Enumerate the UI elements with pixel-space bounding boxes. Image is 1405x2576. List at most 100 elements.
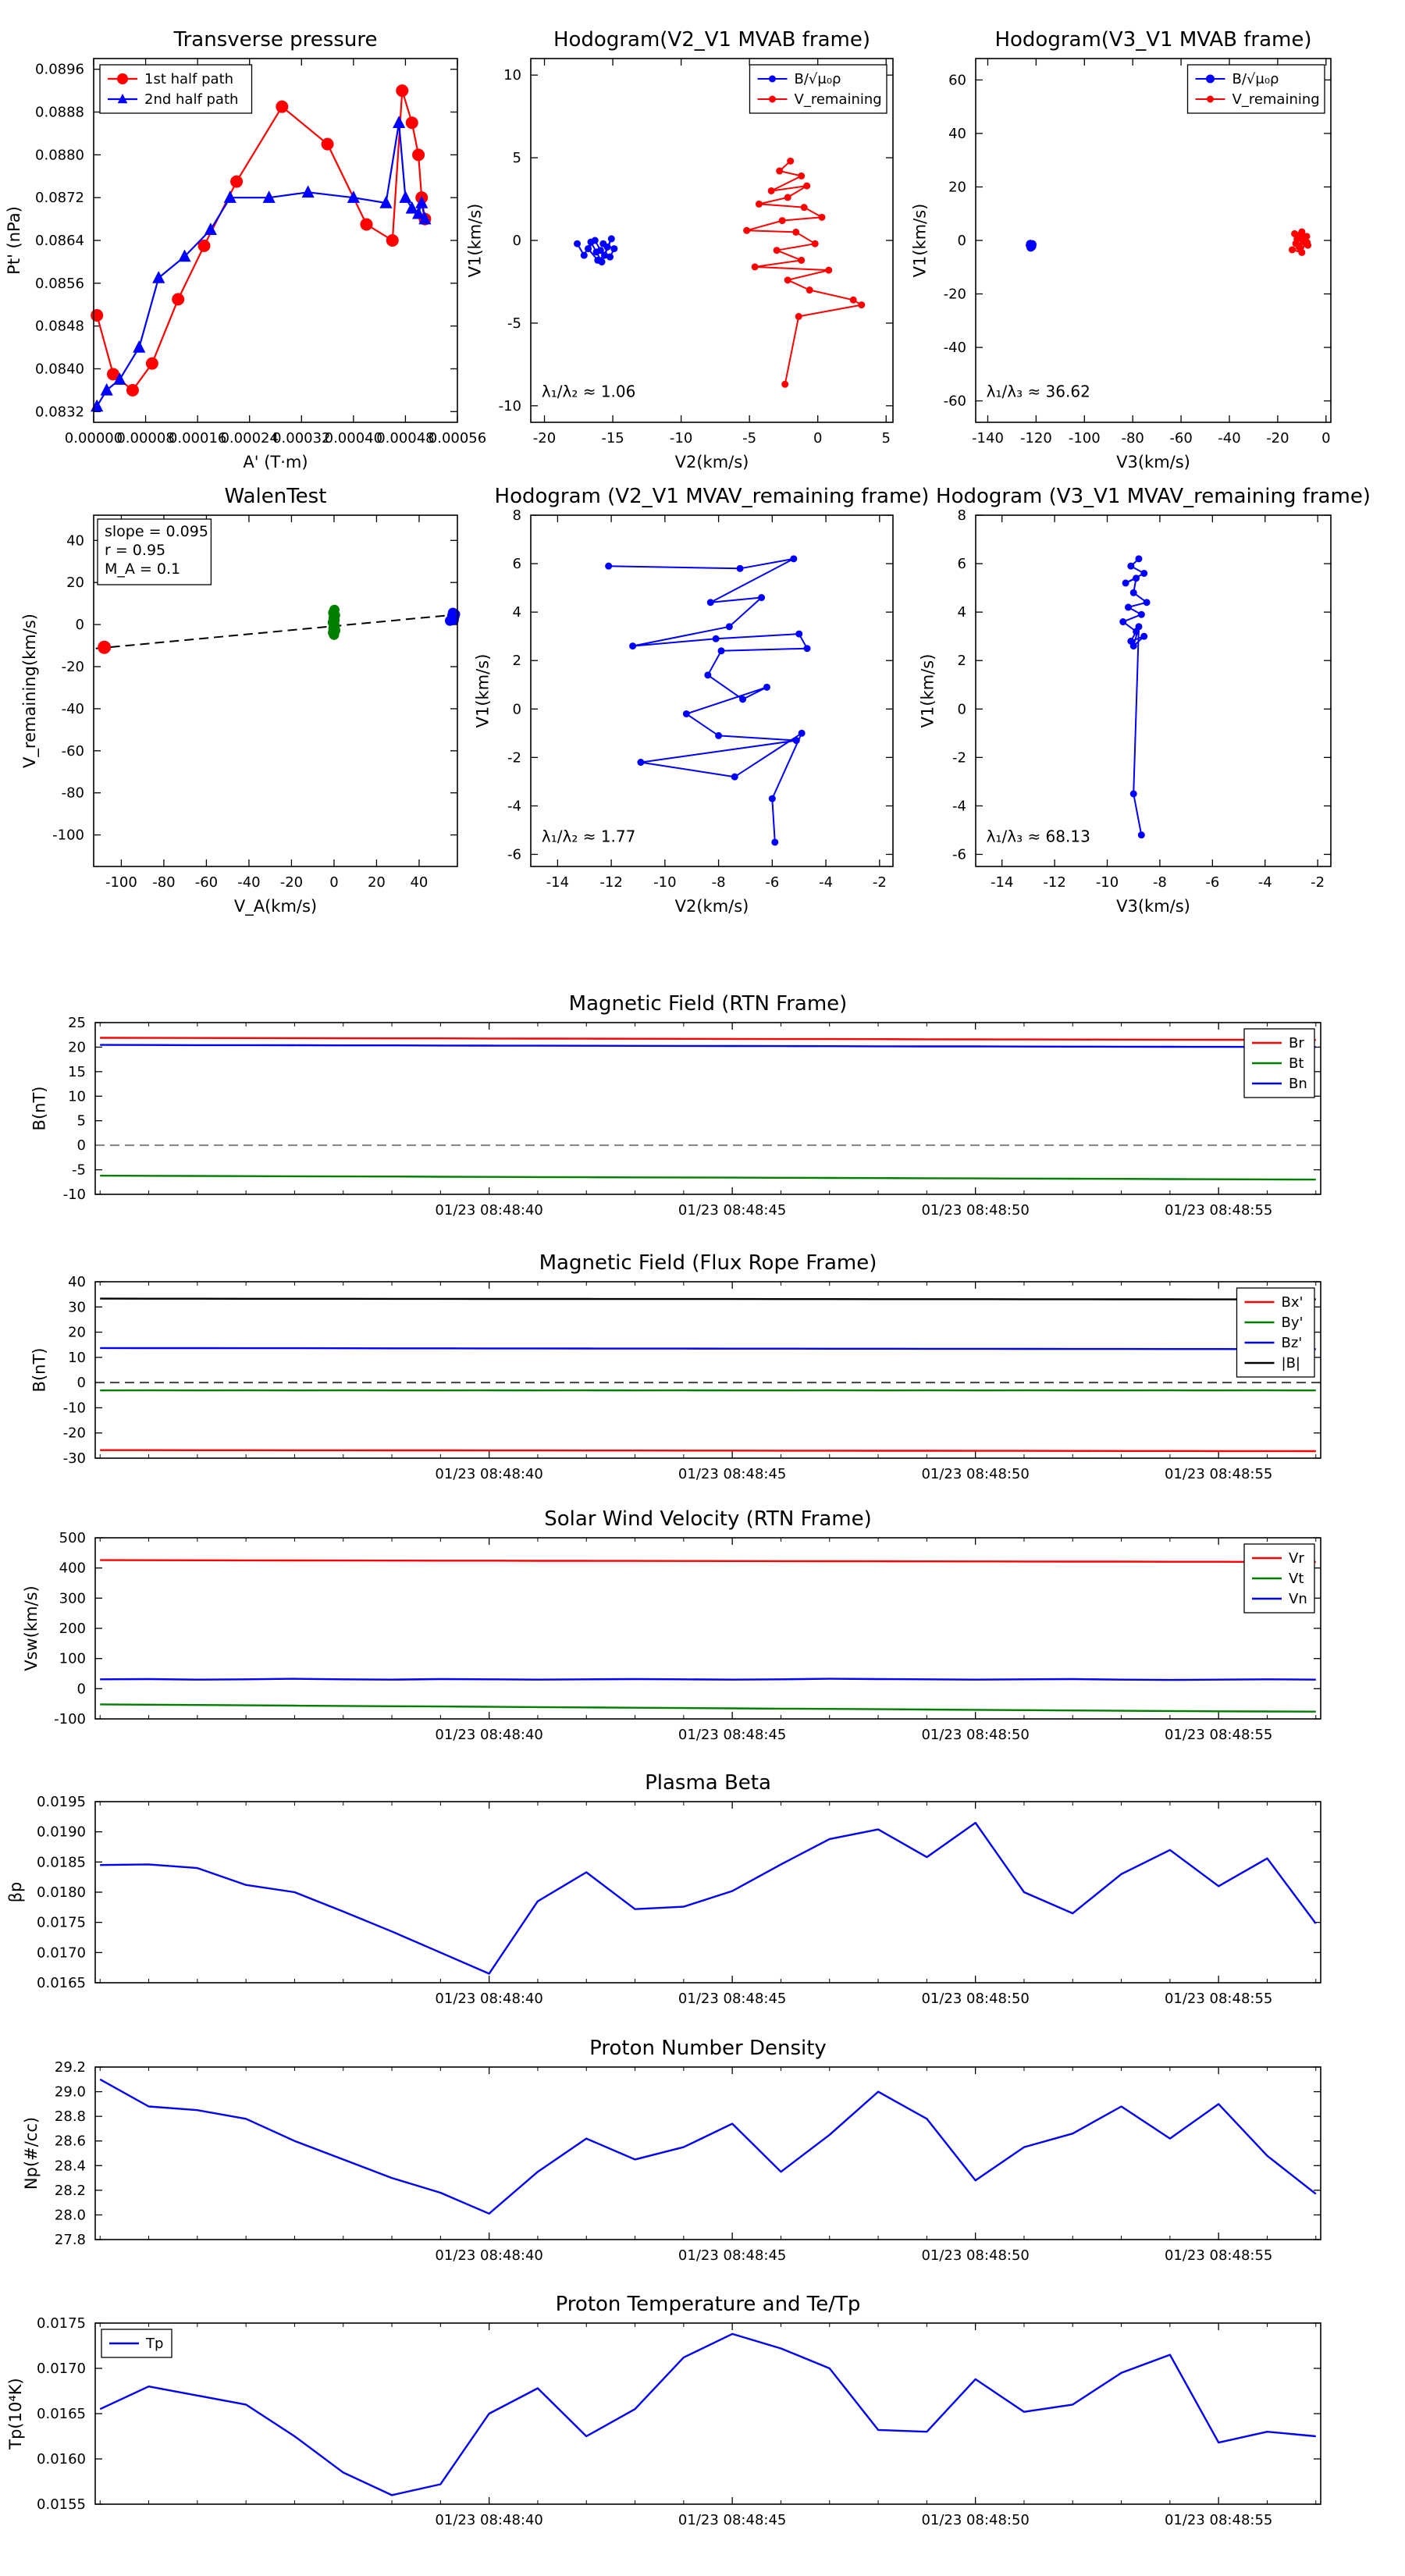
- svg-text:-60: -60: [195, 874, 218, 891]
- svg-text:20: 20: [368, 874, 386, 891]
- svg-text:-10: -10: [670, 430, 692, 447]
- svg-text:20: 20: [68, 1325, 86, 1341]
- svg-text:0.0165: 0.0165: [37, 1975, 86, 1991]
- svg-text:0.0880: 0.0880: [35, 147, 84, 163]
- svg-text:Hodogram (V3_V1 MVAV_remaining: Hodogram (V3_V1 MVAV_remaining frame): [936, 485, 1371, 508]
- svg-text:01/23 08:48:40: 01/23 08:48:40: [435, 1727, 542, 1743]
- svg-text:-80: -80: [62, 785, 84, 802]
- hodogram-v3v1-mvav-plot: -14 -12 -10 -8 -6 -4 -2 -6 -4 -2 0 2 4 6 8 Hodogram (V3…: [919, 485, 1371, 916]
- svg-text:01/23 08:48:55: 01/23 08:48:55: [1165, 1991, 1272, 2007]
- svg-text:-20: -20: [63, 1425, 86, 1442]
- svg-text:Proton Number Density: Proton Number Density: [589, 2037, 827, 2060]
- svg-text:Proton Temperature and Te/Tp: Proton Temperature and Te/Tp: [556, 2293, 861, 2316]
- svg-text:-40: -40: [944, 340, 966, 356]
- svg-text:01/23 08:48:45: 01/23 08:48:45: [678, 1991, 786, 2007]
- svg-text:B/√μ₀ρ: B/√μ₀ρ: [795, 71, 841, 87]
- svg-text:0: 0: [1321, 430, 1330, 447]
- svg-text:40: 40: [410, 874, 428, 891]
- svg-text:V2(km/s): V2(km/s): [675, 897, 749, 916]
- svg-text:-100: -100: [54, 1711, 86, 1727]
- svg-text:0: 0: [513, 233, 521, 249]
- svg-text:-10: -10: [1096, 874, 1119, 891]
- svg-text:-30: -30: [63, 1450, 86, 1467]
- svg-text:20: 20: [66, 575, 84, 591]
- svg-text:01/23 08:48:50: 01/23 08:48:50: [921, 2512, 1029, 2528]
- svg-text:0.0888: 0.0888: [35, 105, 84, 121]
- solar-wind-velocity-plot: 01/23 08:48:40 01/23 08:48:45 01/23 08:48:…: [22, 1507, 1321, 1743]
- svg-text:01/23 08:48:40: 01/23 08:48:40: [435, 1202, 542, 1219]
- svg-text:Magnetic Field (Flux Rope Fram: Magnetic Field (Flux Rope Frame): [539, 1251, 877, 1275]
- hodogram-v3v1-mvab-svg: -140 -120 -100 -80 -60 -40 -20 0 -60 -40 -20 0 20 40 6…: [910, 28, 1332, 471]
- svg-text:15: 15: [68, 1064, 86, 1080]
- transverse-pressure-plot: 0.00000 0.00008 0.00016 0.00024 0.00032 0.000…: [5, 28, 486, 471]
- svg-text:-4: -4: [952, 798, 966, 814]
- svg-text:-40: -40: [1218, 430, 1240, 447]
- svg-text:-4: -4: [1258, 874, 1272, 891]
- transverse-pressure-svg: 0.000000.000080.000160.000240.000320.000…: [5, 28, 486, 471]
- svg-text:27.8: 27.8: [55, 2232, 86, 2248]
- svg-text:-12: -12: [1043, 874, 1065, 891]
- svg-text:-2: -2: [1311, 874, 1325, 891]
- svg-text:Hodogram (V2_V1 MVAV_remaining: Hodogram (V2_V1 MVAV_remaining frame): [495, 485, 930, 508]
- svg-text:-100: -100: [105, 874, 137, 891]
- svg-text:Hodogram(V2_V1 MVAB frame): Hodogram(V2_V1 MVAB frame): [553, 28, 870, 52]
- svg-text:0: 0: [958, 233, 966, 249]
- svg-text:V1(km/s): V1(km/s): [919, 654, 937, 728]
- svg-text:-4: -4: [819, 874, 833, 891]
- proton-temperature-svg: 01/23 08:48:40 01/23 08:48:45 01/23 08:48:…: [6, 2293, 1321, 2528]
- svg-text:0.0896: 0.0896: [35, 62, 84, 78]
- svg-text:25: 25: [68, 1015, 86, 1031]
- svg-text:2: 2: [958, 653, 966, 669]
- svg-text:λ₁/λ₂ ≈ 1.06: λ₁/λ₂ ≈ 1.06: [542, 382, 635, 400]
- svg-text:Bz': Bz': [1282, 1335, 1303, 1351]
- svg-text:V3(km/s): V3(km/s): [1116, 897, 1190, 916]
- svg-text:2nd half path: 2nd half path: [144, 91, 238, 108]
- walen-test-plot: -100 -80 -60 -40 -20 0 20 40 -100 -80 -60 -40 -20 0 20…: [20, 485, 461, 916]
- svg-text:0.0832: 0.0832: [35, 404, 84, 420]
- svg-text:100: 100: [59, 1651, 86, 1667]
- svg-text:Vn: Vn: [1289, 1591, 1307, 1607]
- svg-text:0: 0: [76, 617, 84, 633]
- svg-text:0.0155: 0.0155: [37, 2496, 86, 2513]
- hodogram-v2v1-mvav-plot: -14 -12 -10 -8 -6 -4 -2 -6 -4 -2 0 2 4 6 8 Hodogram (V2…: [474, 485, 930, 916]
- svg-text:0.0170: 0.0170: [37, 1944, 86, 1961]
- svg-text:01/23 08:48:40: 01/23 08:48:40: [435, 2512, 542, 2528]
- svg-text:r = 0.95: r = 0.95: [105, 542, 165, 559]
- svg-text:20: 20: [68, 1039, 86, 1055]
- solar-wind-velocity-svg: 01/23 08:48:40 01/23 08:48:45 01/23 08:48:…: [22, 1507, 1321, 1743]
- svg-text:10: 10: [503, 67, 521, 84]
- svg-text:λ₁/λ₂ ≈ 1.77: λ₁/λ₂ ≈ 1.77: [542, 827, 635, 846]
- svg-text:01/23 08:48:40: 01/23 08:48:40: [435, 2247, 542, 2264]
- svg-text:Vt: Vt: [1289, 1571, 1304, 1587]
- svg-text:4: 4: [958, 604, 966, 621]
- svg-text:-15: -15: [601, 430, 624, 447]
- svg-text:0: 0: [958, 701, 966, 717]
- svg-text:01/23 08:48:55: 01/23 08:48:55: [1165, 1466, 1272, 1482]
- svg-text:0.0848: 0.0848: [35, 318, 84, 335]
- svg-text:500: 500: [59, 1530, 86, 1546]
- svg-text:0.0864: 0.0864: [35, 233, 84, 249]
- svg-text:01/23 08:48:40: 01/23 08:48:40: [435, 1991, 542, 2007]
- svg-text:200: 200: [59, 1621, 86, 1637]
- svg-text:0.0175: 0.0175: [37, 1915, 86, 1931]
- svg-text:V1(km/s): V1(km/s): [465, 204, 484, 278]
- svg-text:10: 10: [68, 1350, 86, 1366]
- svg-text:A' (T·m): A' (T·m): [243, 453, 308, 471]
- svg-text:-14: -14: [546, 874, 569, 891]
- svg-text:300: 300: [59, 1590, 86, 1606]
- svg-text:WalenTest: WalenTest: [225, 485, 327, 508]
- svg-text:-120: -120: [1020, 430, 1052, 447]
- svg-text:-60: -60: [62, 743, 84, 760]
- svg-text:V2(km/s): V2(km/s): [675, 453, 749, 471]
- svg-text:01/23 08:48:45: 01/23 08:48:45: [678, 2512, 786, 2528]
- svg-text:-8: -8: [712, 874, 726, 891]
- svg-text:01/23 08:48:55: 01/23 08:48:55: [1165, 2247, 1272, 2264]
- plasma-beta-svg: 01/23 08:48:40 01/23 08:48:45 01/23 08:48:…: [6, 1771, 1321, 2007]
- svg-text:0: 0: [513, 701, 521, 717]
- svg-text:λ₁/λ₃ ≈ 36.62: λ₁/λ₃ ≈ 36.62: [987, 382, 1090, 400]
- svg-text:01/23 08:48:50: 01/23 08:48:50: [921, 1202, 1029, 1219]
- svg-text:Magnetic Field (RTN Frame): Magnetic Field (RTN Frame): [569, 992, 848, 1016]
- svg-text:6: 6: [958, 556, 966, 572]
- svg-text:V_remaining(km/s): V_remaining(km/s): [20, 614, 40, 768]
- svg-text:-14: -14: [991, 874, 1013, 891]
